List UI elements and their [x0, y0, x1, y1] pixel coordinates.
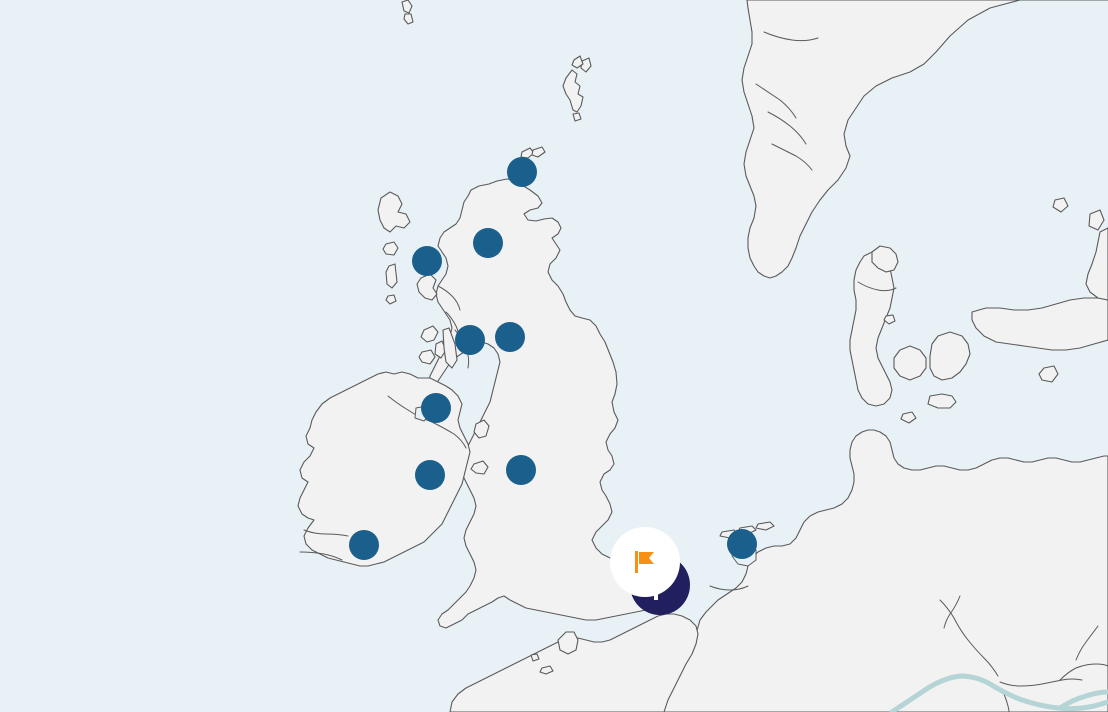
land-denmark-bornholm — [1038, 365, 1059, 383]
land-norway-fjord-1 — [763, 31, 819, 42]
land-low-countries-germany — [659, 429, 1108, 712]
marker-western-isles[interactable] — [412, 246, 442, 276]
marker-dublin[interactable] — [415, 460, 445, 490]
land-jura — [434, 340, 447, 359]
land-denmark-zealand — [929, 331, 971, 381]
land-kintyre — [442, 327, 458, 369]
land-sweden-island — [1088, 209, 1105, 231]
marker-aberdeen[interactable] — [473, 228, 503, 258]
land-denmark-small-isle-2 — [900, 411, 917, 424]
land-guernsey — [530, 653, 540, 662]
marker-belfast[interactable] — [421, 393, 451, 423]
land-norway-fjord-4 — [771, 143, 813, 171]
land-sweden-scania — [971, 297, 1108, 351]
land-islay — [418, 349, 436, 365]
land-north-uist — [382, 241, 399, 256]
flag-badge[interactable] — [610, 527, 680, 597]
marker-cork[interactable] — [349, 530, 379, 560]
land-orkney-1 — [520, 147, 535, 159]
land-sweden-island-2 — [1052, 197, 1069, 213]
border-line-5 — [943, 595, 961, 629]
marker-manchester[interactable] — [506, 455, 536, 485]
land-south-uist — [385, 263, 398, 289]
land-anglesey — [470, 460, 489, 475]
land-isle-of-man — [473, 419, 490, 439]
land-ireland-shannon-estuary — [303, 529, 349, 537]
marker-orkney-thurso[interactable] — [507, 157, 537, 187]
marker-edinburgh[interactable] — [495, 322, 525, 352]
land-isle-of-skye — [416, 273, 438, 301]
border-line-4 — [1075, 625, 1099, 661]
land-mull — [420, 325, 439, 343]
land-shetland — [562, 69, 584, 113]
border-line-1 — [939, 599, 999, 677]
land-orkney-2 — [531, 146, 546, 158]
border-line-2 — [999, 678, 1083, 687]
land-norway-fjord-2 — [755, 83, 797, 119]
marker-amsterdam[interactable] — [727, 529, 757, 559]
border-line-3 — [1059, 663, 1108, 681]
land-shetland-yell — [571, 55, 584, 69]
land-france-channel-coast — [449, 613, 699, 712]
land-denmark-funen — [893, 345, 927, 381]
land-norway-fjord-3 — [767, 111, 807, 145]
land-cotentin — [557, 631, 579, 655]
land-fair-isle — [572, 112, 582, 122]
marker-glasgow[interactable] — [455, 325, 485, 355]
land-denmark-lolland — [927, 393, 957, 409]
river-branch — [1057, 689, 1108, 711]
land-jersey — [539, 665, 554, 675]
land-scotland-firth-clyde — [437, 285, 461, 311]
land-denmark-jutland-north — [871, 245, 899, 273]
land-sweden-west-coast — [1085, 227, 1108, 301]
land-faroe-islands-2 — [403, 13, 414, 25]
land-shetland-north — [580, 57, 592, 73]
river-danube — [889, 673, 1108, 712]
land-denmark-small-isle-1 — [883, 314, 896, 325]
land-barra — [385, 294, 397, 305]
land-frisian-island-3 — [755, 521, 775, 531]
flag-icon — [635, 551, 654, 573]
land-faroe-islands — [401, 0, 413, 14]
land-netherlands-delta — [709, 585, 749, 591]
land-denmark-limfjord — [857, 281, 897, 292]
land-norway — [741, 0, 1108, 279]
land-ireland-dingle — [299, 551, 343, 561]
land-isle-of-lewis — [377, 191, 411, 233]
